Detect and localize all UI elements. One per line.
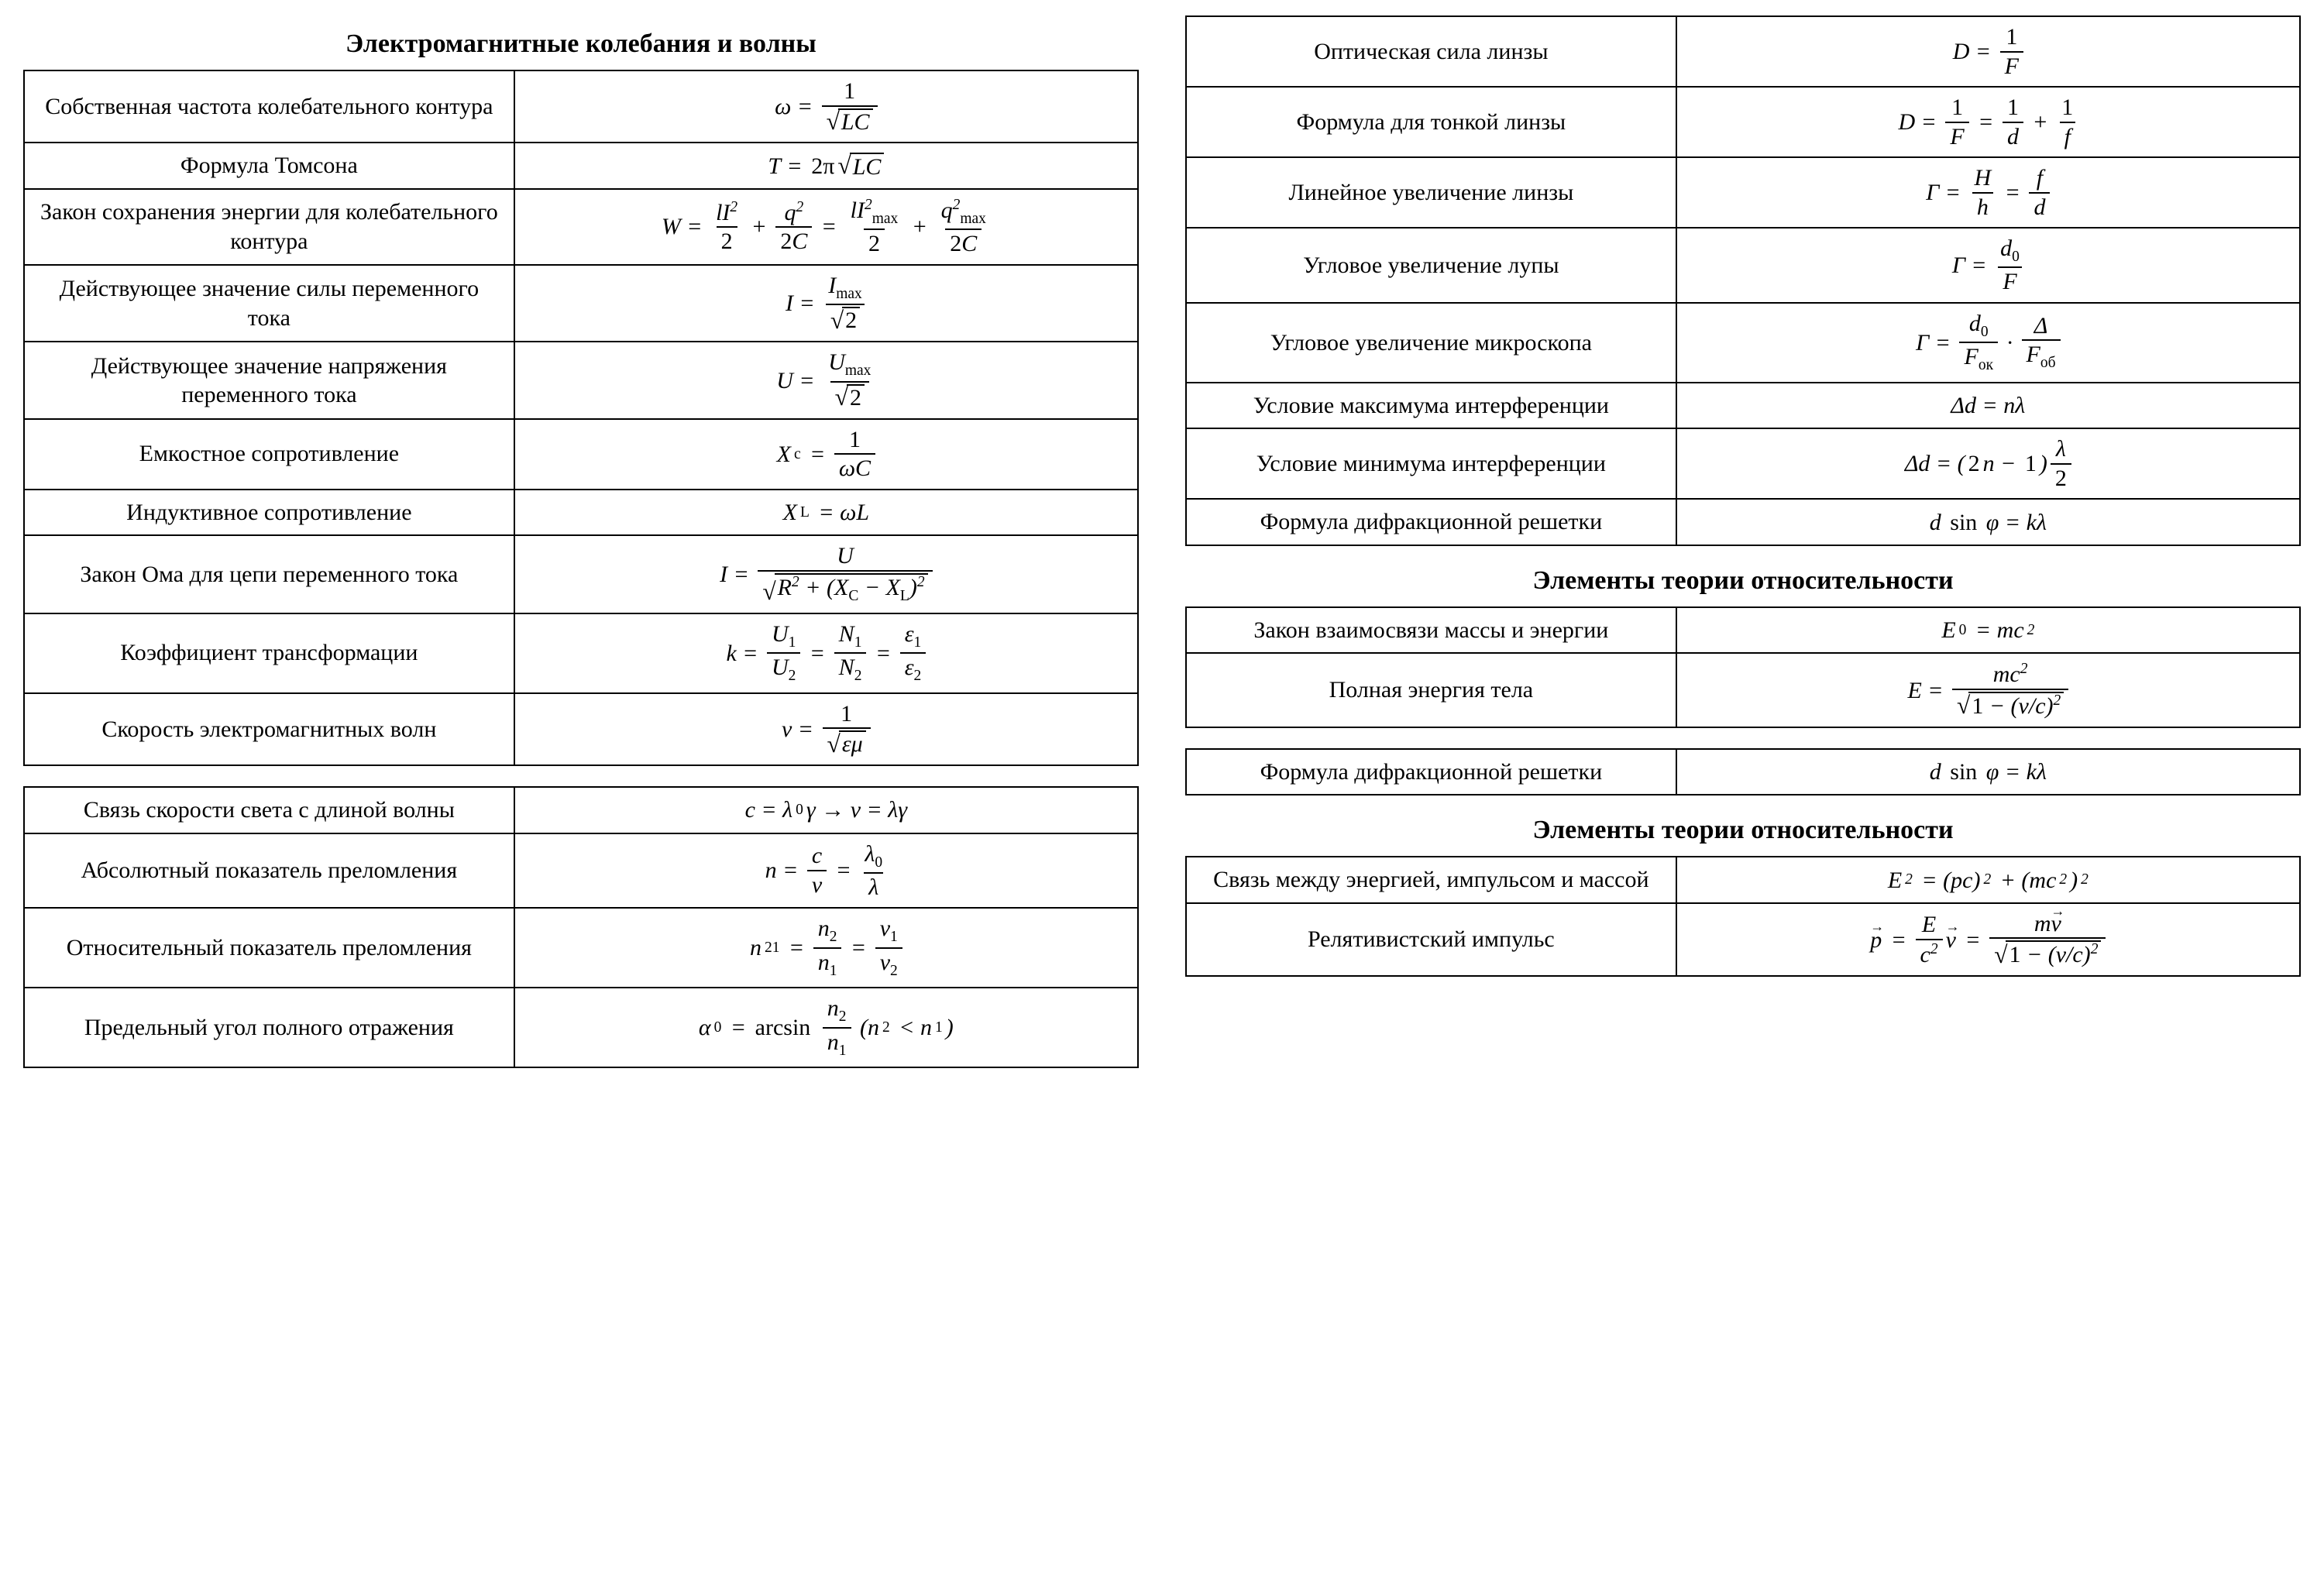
table-relativity-2: Связь между энергией, им­пульсом и массо… — [1185, 856, 2301, 977]
cell-formula: n = cv = λ0λ — [514, 833, 1138, 909]
cell-formula: p = Ec2v = mv1 − (v/c)2 — [1676, 903, 2300, 976]
table-row: Связь между энергией, им­пульсом и массо… — [1186, 857, 2300, 903]
cell-formula: D = 1F — [1676, 16, 2300, 87]
cell-desc: Формула дифракцион­ной решетки — [1186, 749, 1676, 795]
table-row: Релятивистский импульс p = Ec2v = mv1 − … — [1186, 903, 2300, 976]
table-row: Формула Томсона T = 2πLC — [24, 143, 1138, 189]
table-row: Индуктивное сопротив­ление XL = ωL — [24, 490, 1138, 536]
cell-formula: Δd = (2n − 1)λ2 — [1676, 428, 2300, 499]
cell-formula: α0 = arcsin n2n1 (n2 < n1) — [514, 988, 1138, 1067]
table-row: Формула дифракцион­ной решетки d sin φ =… — [1186, 499, 2300, 545]
table-row: Угловое увеличение лу­пы Γ = d0F — [1186, 228, 2300, 303]
cell-formula: Δd = nλ — [1676, 383, 2300, 429]
cell-desc: Формула для тонкой линзы — [1186, 87, 1676, 157]
cell-formula: W = lI22 + q22C = lI2max2 + q2max2C — [514, 189, 1138, 265]
table-row: Связь скорости света с длиной волны c = … — [24, 787, 1138, 833]
table-row: Коэффициент трансфор­мации k = U1U2 = N1… — [24, 613, 1138, 693]
table-row: Действующее значение силы переменного то… — [24, 265, 1138, 342]
table-row: Предельный угол полно­го отражения α0 = … — [24, 988, 1138, 1067]
cell-formula: c = λ0γ → v = λγ — [514, 787, 1138, 833]
cell-desc: Коэффициент трансфор­мации — [24, 613, 514, 693]
cell-desc: Действующее значение силы переменного то… — [24, 265, 514, 342]
table-row: Формула дифракцион­ной решетки d sin φ =… — [1186, 749, 2300, 795]
section-title-em: Электромагнитные колебания и волны — [23, 29, 1139, 59]
cell-formula: ω = 1LC — [514, 70, 1138, 143]
cell-formula: XL = ωL — [514, 490, 1138, 536]
cell-desc: Предельный угол полно­го отражения — [24, 988, 514, 1067]
cell-formula: I = Imax2 — [514, 265, 1138, 342]
table-row: Полная энергия тела E = mc21 − (v/c)2 — [1186, 653, 2300, 727]
section-title-relativity: Элементы теории относительности — [1185, 566, 2301, 596]
cell-desc: Условие минимума ин­терференции — [1186, 428, 1676, 499]
table-row: Угловое увеличение микроскопа Γ = d0Fок … — [1186, 303, 2300, 383]
left-column: Электромагнитные колебания и волны Собст… — [23, 15, 1139, 1569]
cell-desc: Емкостное сопротивле­ние — [24, 419, 514, 490]
right-column: Оптическая сила линзы D = 1F Формула для… — [1185, 15, 2301, 1569]
cell-desc: Действующее значение напряжения переменн… — [24, 342, 514, 418]
cell-formula: Xc = 1ωC — [514, 419, 1138, 490]
cell-formula: E = mc21 − (v/c)2 — [1676, 653, 2300, 727]
table-row: Оптическая сила линзы D = 1F — [1186, 16, 2300, 87]
cell-desc: Условие максимума ин­терференции — [1186, 383, 1676, 429]
cell-desc: Линейное увеличение линзы — [1186, 157, 1676, 228]
cell-desc: Абсолютный показатель преломления — [24, 833, 514, 909]
cell-desc: Релятивистский импульс — [1186, 903, 1676, 976]
table-row: Действующее значение напряжения переменн… — [24, 342, 1138, 418]
cell-formula: d sin φ = kλ — [1676, 499, 2300, 545]
cell-desc: Формула дифракцион­ной решетки — [1186, 499, 1676, 545]
cell-desc: Закон взаимосвязи массы и энергии — [1186, 607, 1676, 654]
cell-formula: d sin φ = kλ — [1676, 749, 2300, 795]
cell-formula: E2 = (pc)2 + (mc2)2 — [1676, 857, 2300, 903]
table-row: Относительный показа­тель преломления n2… — [24, 908, 1138, 988]
cell-formula: Γ = d0Fок · ΔFоб — [1676, 303, 2300, 383]
table-row: Условие максимума ин­терференции Δd = nλ — [1186, 383, 2300, 429]
cell-desc: Скорость электромаг­нитных волн — [24, 693, 514, 765]
cell-desc: Оптическая сила линзы — [1186, 16, 1676, 87]
table-stray: Формула дифракцион­ной решетки d sin φ =… — [1185, 748, 2301, 796]
table-row: Абсолютный показатель преломления n = cv… — [24, 833, 1138, 909]
cell-desc: Индуктивное сопротив­ление — [24, 490, 514, 536]
table-row: Емкостное сопротивле­ние Xc = 1ωC — [24, 419, 1138, 490]
table-row: Закон сохранения энер­гии для колебатель… — [24, 189, 1138, 265]
table-row: Закон взаимосвязи массы и энергии E0 = m… — [1186, 607, 2300, 654]
cell-formula: E0 = mc2 — [1676, 607, 2300, 654]
cell-formula: U = Umax2 — [514, 342, 1138, 418]
cell-formula: k = U1U2 = N1N2 = ε1ε2 — [514, 613, 1138, 693]
table-optics-right: Оптическая сила линзы D = 1F Формула для… — [1185, 15, 2301, 546]
cell-desc: Полная энергия тела — [1186, 653, 1676, 727]
table-em-waves: Собственная частота ко­лебательного конт… — [23, 70, 1139, 766]
cell-desc: Связь между энергией, им­пульсом и массо… — [1186, 857, 1676, 903]
table-row: Скорость электромаг­нитных волн v = 1εμ — [24, 693, 1138, 765]
cell-desc: Относительный показа­тель преломления — [24, 908, 514, 988]
cell-desc: Закон Ома для цепи пе­ременного тока — [24, 535, 514, 613]
section-title-relativity-2: Элементы теории относительности — [1185, 816, 2301, 845]
cell-formula: D = 1F = 1d + 1f — [1676, 87, 2300, 157]
cell-formula: Γ = d0F — [1676, 228, 2300, 303]
cell-formula: I = UR2 + (XC − XL)2 — [514, 535, 1138, 613]
table-relativity-1: Закон взаимосвязи массы и энергии E0 = m… — [1185, 606, 2301, 728]
cell-desc: Закон сохранения энер­гии для колебатель… — [24, 189, 514, 265]
table-row: Линейное увеличение линзы Γ = Hh = fd — [1186, 157, 2300, 228]
table-row: Формула для тонкой линзы D = 1F = 1d + 1… — [1186, 87, 2300, 157]
cell-formula: v = 1εμ — [514, 693, 1138, 765]
cell-formula: Γ = Hh = fd — [1676, 157, 2300, 228]
table-row: Условие минимума ин­терференции Δd = (2n… — [1186, 428, 2300, 499]
cell-desc: Собственная частота ко­лебательного конт… — [24, 70, 514, 143]
cell-desc: Угловое увеличение лу­пы — [1186, 228, 1676, 303]
table-optics-left: Связь скорости света с длиной волны c = … — [23, 786, 1139, 1068]
cell-formula: T = 2πLC — [514, 143, 1138, 189]
table-row: Закон Ома для цепи пе­ременного тока I =… — [24, 535, 1138, 613]
cell-formula: n21 = n2n1 = v1v2 — [514, 908, 1138, 988]
cell-desc: Формула Томсона — [24, 143, 514, 189]
table-row: Собственная частота ко­лебательного конт… — [24, 70, 1138, 143]
cell-desc: Угловое увеличение микроскопа — [1186, 303, 1676, 383]
cell-desc: Связь скорости света с длиной волны — [24, 787, 514, 833]
